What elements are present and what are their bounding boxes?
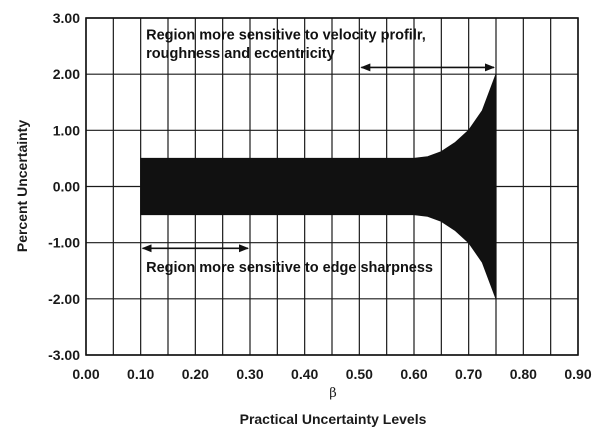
x-tick-label: 0.20	[182, 366, 209, 382]
x-tick-label: 0.10	[127, 366, 154, 382]
x-tick-label: 0.50	[346, 366, 373, 382]
y-tick-label: 3.00	[53, 10, 80, 26]
y-tick-label: 1.00	[53, 122, 80, 138]
annotation-text: Region more sensitive to velocity profil…	[146, 27, 426, 43]
x-tick-label: 0.30	[236, 366, 263, 382]
x-tick-label: 0.70	[455, 366, 482, 382]
x-tick-label: 0.80	[510, 366, 537, 382]
x-axis-title: Practical Uncertainty Levels	[240, 411, 427, 427]
annotations: Region more sensitive to velocity profil…	[146, 27, 433, 276]
x-axis-symbol: β	[329, 386, 337, 401]
x-tick-label: 0.90	[564, 366, 591, 382]
x-tick-label: 0.60	[400, 366, 427, 382]
y-axis-title: Percent Uncertainty	[14, 120, 30, 252]
y-tick-label: -2.00	[48, 291, 80, 307]
y-tick-label: 0.00	[53, 179, 80, 195]
y-tick-label: -1.00	[48, 235, 80, 251]
annotation-text: roughness and eccentricity	[146, 46, 335, 62]
annotation-text: Region more sensitive to edge sharpness	[146, 260, 433, 276]
x-tick-label: 0.00	[72, 366, 99, 382]
x-tick-label: 0.40	[291, 366, 318, 382]
y-tick-label: -3.00	[48, 347, 80, 363]
y-tick-label: 2.00	[53, 66, 80, 82]
